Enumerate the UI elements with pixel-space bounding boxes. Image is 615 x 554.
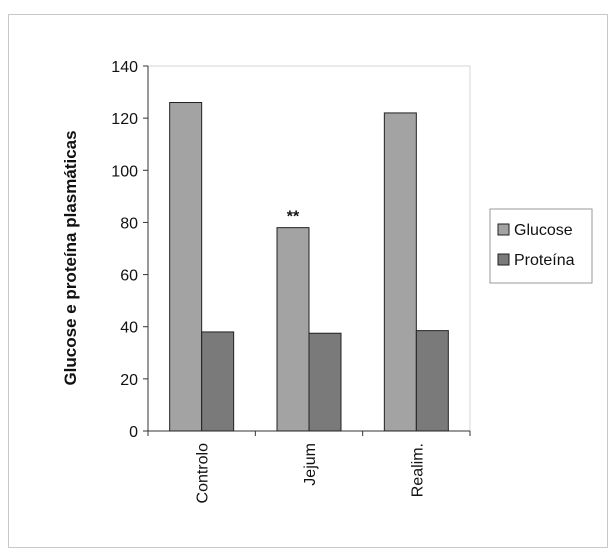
x-axis: Controlo Jejum Realim. <box>147 430 471 504</box>
legend-swatch <box>497 223 510 236</box>
bar-proteina-2 <box>415 330 449 432</box>
y-tick-label: 80 <box>120 215 138 232</box>
y-tick-label: 120 <box>111 111 138 128</box>
x-tick-label: Controlo <box>195 443 212 504</box>
significance-annotation: ** <box>287 209 300 226</box>
y-tick-label: 100 <box>111 163 138 180</box>
bar-glucose-0 <box>169 102 203 432</box>
y-tick-label: 40 <box>120 320 138 337</box>
y-axis: 0 20 40 60 80 100 120 140 <box>111 59 149 441</box>
legend-box <box>489 208 593 284</box>
bar-proteina-1 <box>308 332 342 432</box>
legend-label: Glucose <box>514 222 573 239</box>
y-tick-label: 20 <box>120 372 138 389</box>
y-tick-label: 140 <box>111 59 138 76</box>
bars <box>169 102 449 432</box>
bar-glucose-1 <box>276 227 310 432</box>
legend-swatch <box>497 253 510 266</box>
bar-glucose-2 <box>383 112 417 432</box>
x-tick-label: Realim. <box>409 443 426 497</box>
annotations: ** <box>287 209 300 226</box>
y-tick-label: 0 <box>129 424 138 441</box>
y-axis-label: Glucose e proteína plasmáticas <box>61 130 80 385</box>
bar-proteina-0 <box>201 331 235 432</box>
x-tick-label: Jejum <box>302 443 319 486</box>
legend-label: Proteína <box>514 252 575 269</box>
y-tick-label: 60 <box>120 268 138 285</box>
legend: Glucose Proteína <box>489 208 593 284</box>
